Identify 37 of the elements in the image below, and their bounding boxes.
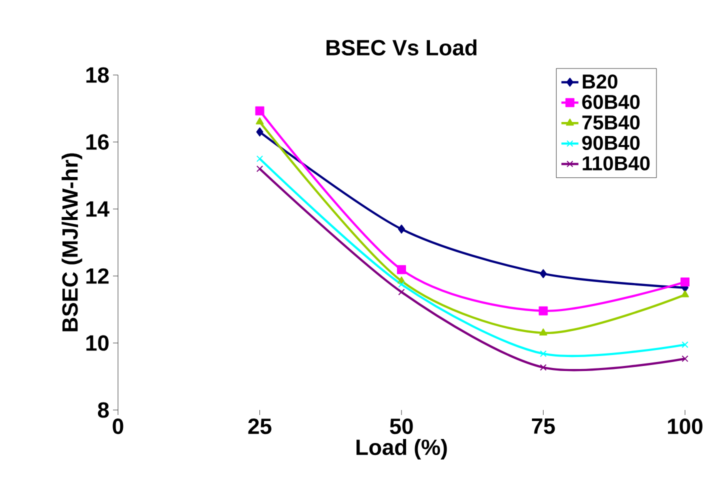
x-tick-label: 0: [112, 418, 124, 434]
legend-label: 75B40: [582, 115, 640, 130]
point: [398, 288, 405, 296]
point: [397, 265, 406, 274]
point: [256, 127, 264, 136]
point: [255, 106, 264, 116]
y-tick-label: 8: [98, 402, 109, 418]
point: [540, 364, 547, 371]
y-tick-label: 12: [86, 268, 109, 284]
legend-label: 110B40: [582, 156, 650, 170]
point: [540, 269, 547, 278]
y-tick-label: 18: [86, 67, 109, 83]
point: [256, 165, 264, 172]
x-tick-label: 50: [390, 418, 413, 434]
y-tick-label: 14: [86, 201, 110, 217]
point: [398, 281, 405, 288]
point: [540, 350, 547, 358]
y-axis-title: BSEC (MJ/kW-hr): [62, 153, 82, 332]
legend-label: B20: [582, 74, 618, 89]
point: [539, 328, 548, 336]
x-tick-label: 25: [248, 418, 272, 434]
y-tick-label: 10: [86, 335, 109, 351]
point: [398, 224, 406, 234]
point: [682, 355, 688, 362]
x-tick-label: 100: [668, 418, 702, 434]
y-tick-label: 16: [86, 134, 109, 150]
point: [256, 155, 264, 162]
x-tick-label: 75: [532, 418, 555, 434]
point: [680, 278, 690, 287]
x-axis-title: Load (%): [356, 438, 447, 460]
point: [682, 341, 688, 348]
point: [681, 290, 689, 298]
point: [538, 306, 548, 316]
legend-label: 60B40: [582, 94, 640, 110]
chart-title: BSEC Vs Load: [326, 39, 476, 56]
point: [256, 117, 264, 124]
legend-label: 90B40: [582, 136, 640, 150]
